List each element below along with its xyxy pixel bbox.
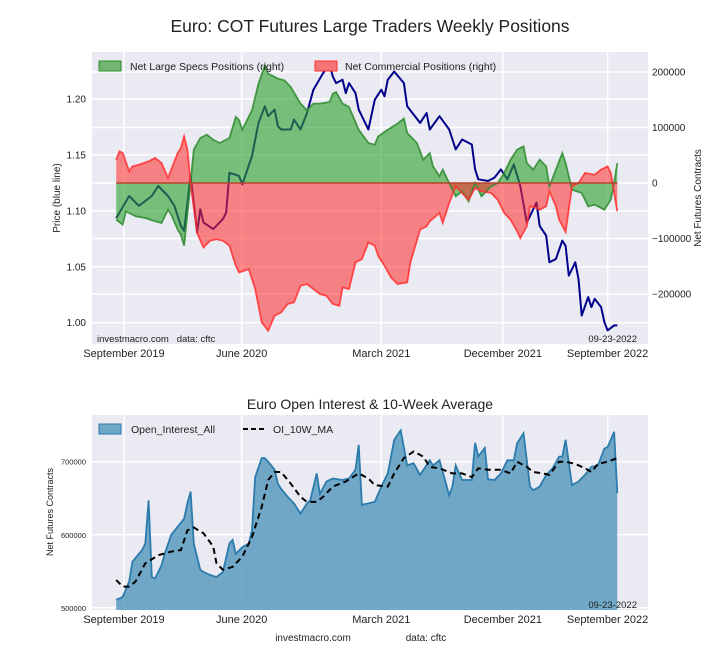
left-tick-label: 1.00 [67,318,87,329]
y-tick-label: 600000 [61,531,86,540]
bottom-legend: Open_Interest_All OI_10W_MA [98,423,333,436]
legend-label-open-interest: Open_Interest_All [131,424,215,436]
legend-label-large-specs: Net Large Specs Positions (right) [130,61,284,73]
right-tick-label: −200000 [652,290,692,301]
left-tick-label: 1.10 [67,206,87,217]
x-tick-label: December 2021 [464,614,542,626]
commercial-line [115,132,619,333]
legend-swatch-open-interest [98,423,122,435]
bottom-date-annotation: 09-23-2022 [588,600,637,611]
x-tick-label: September 2022 [567,348,648,360]
large-specs-area [116,65,618,246]
y-tick-label: 700000 [61,458,86,467]
top-date-annotation: 09-23-2022 [588,334,637,345]
x-tick-label: September 2019 [83,348,164,360]
left-tick-label: 1.15 [67,150,87,161]
top-axes: September 2019 June 2020 March 2021 Decembe… [67,67,692,360]
large-specs-line [115,62,619,246]
x-tick-label: June 2020 [216,614,267,626]
x-tick-label: September 2022 [567,614,648,626]
oi-10w-ma-line [115,450,618,588]
open-interest-area [116,430,618,610]
right-tick-label: 100000 [652,123,686,134]
top-plot-marks [115,62,619,333]
legend-swatch-large-specs [98,60,122,72]
footer-site: investmacro.com [275,633,351,644]
top-source-annotation: investmacro.com data: cftc [97,334,216,345]
y-tick-label: 500000 [61,604,86,613]
right-tick-label: −100000 [652,234,692,245]
right-tick-label: 0 [652,179,658,190]
x-tick-label: September 2019 [83,614,164,626]
legend-label-ma: OI_10W_MA [273,424,333,436]
top-left-axis-label: Price (blue line) [52,163,63,232]
left-tick-label: 1.05 [67,262,87,273]
top-chart-title: Euro: COT Futures Large Traders Weekly P… [170,16,569,36]
x-tick-label: March 2021 [352,614,410,626]
legend-swatch-commercial [314,60,338,72]
x-tick-label: March 2021 [352,348,410,360]
x-tick-label: June 2020 [216,348,267,360]
top-right-axis-label: Net Futures Contracts [693,149,704,247]
footer-source: data: cftc [406,633,447,644]
bottom-plot-marks [115,427,619,610]
legend-label-commercial: Net Commercial Positions (right) [345,61,496,73]
left-tick-label: 1.20 [67,94,87,105]
bottom-axes: September 2019 June 2020 March 2021 Decembe… [61,458,648,626]
bottom-y-axis-label: Net Futures Contracts [45,467,55,556]
top-legend: Net Large Specs Positions (right) Net Co… [98,60,496,73]
right-tick-label: 200000 [652,67,686,78]
open-interest-line [115,427,619,601]
x-tick-label: December 2021 [464,348,542,360]
bottom-chart-title: Euro Open Interest & 10-Week Average [247,396,493,412]
